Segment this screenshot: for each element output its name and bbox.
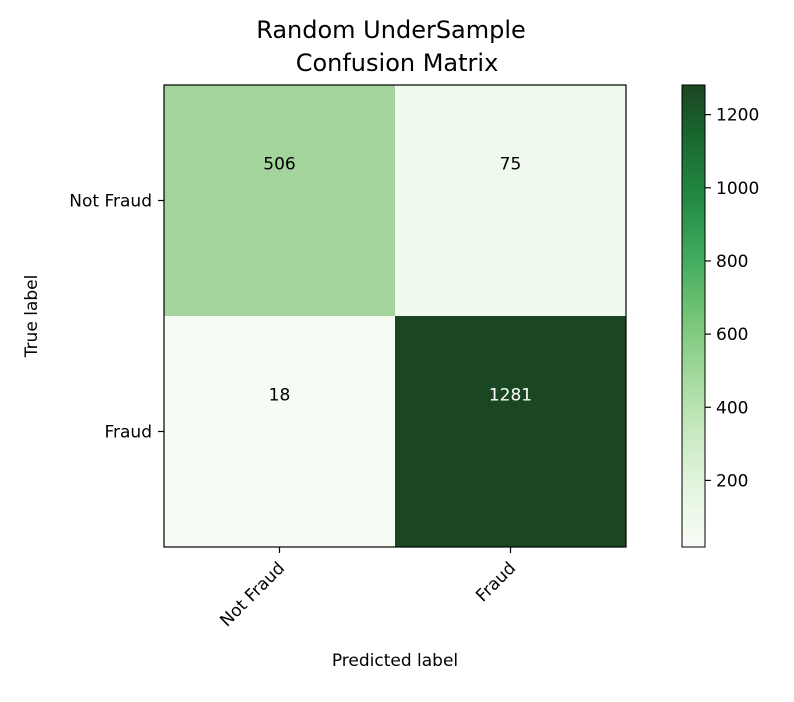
cell-value-r1-c0: 18 <box>269 386 291 406</box>
y-axis-label: True label <box>22 275 42 359</box>
colorbar-ticks: 200 400 600 800 1000 1200 <box>705 106 759 491</box>
chart-title-line-2: Confusion Matrix <box>296 49 499 77</box>
colorbar <box>681 84 706 548</box>
cell-value-r1-c1: 1281 <box>489 386 532 406</box>
matrix-cell-labels: 506 75 18 1281 <box>263 155 532 406</box>
colorbar-tick-label: 1200 <box>716 106 759 126</box>
x-axis-label: Predicted label <box>332 651 458 671</box>
matrix-cells <box>164 85 626 547</box>
matrix-cell-r0-c0 <box>164 85 395 316</box>
matrix-cell-r1-c1 <box>395 316 626 547</box>
matrix-cell-r1-c0 <box>164 316 395 547</box>
x-tick-label: Fraud <box>472 558 520 606</box>
colorbar-tick-label: 800 <box>716 252 748 272</box>
plot-frame <box>163 84 627 548</box>
matrix-cell-r0-c1 <box>395 85 626 316</box>
chart-title-line-1: Random UnderSample <box>256 16 526 44</box>
colorbar-tick-label: 200 <box>716 471 748 491</box>
colorbar-tick-label: 600 <box>716 325 748 345</box>
y-tick-label: Fraud <box>104 423 152 443</box>
colorbar-tick-label: 1000 <box>716 179 759 199</box>
cell-value-r0-c1: 75 <box>500 155 522 175</box>
x-tick-label: Not Fraud <box>216 558 289 631</box>
x-axis-ticks: Not Fraud Fraud <box>216 547 520 631</box>
y-axis-ticks: Not Fraud Fraud <box>69 192 164 443</box>
cell-value-r0-c0: 506 <box>263 155 295 175</box>
colorbar-tick-label: 400 <box>716 398 748 418</box>
y-tick-label: Not Fraud <box>69 192 152 212</box>
